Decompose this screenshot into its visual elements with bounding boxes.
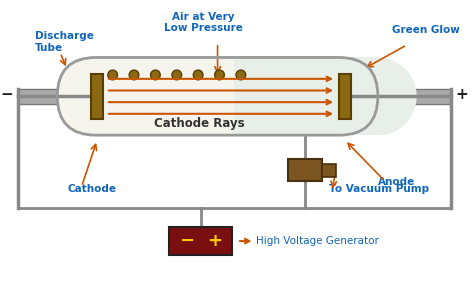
Circle shape xyxy=(172,70,182,80)
Text: Anode: Anode xyxy=(378,177,415,187)
Text: +: + xyxy=(207,232,222,250)
Circle shape xyxy=(215,70,224,80)
Circle shape xyxy=(236,70,246,80)
Text: Cathode Rays: Cathode Rays xyxy=(155,117,245,130)
Text: −: − xyxy=(1,87,14,102)
Circle shape xyxy=(193,70,203,80)
Circle shape xyxy=(129,70,139,80)
Text: Discharge
Tube: Discharge Tube xyxy=(35,31,94,53)
FancyBboxPatch shape xyxy=(57,58,378,135)
Circle shape xyxy=(151,70,160,80)
Bar xyxy=(322,164,336,177)
Wedge shape xyxy=(378,58,417,135)
Bar xyxy=(91,74,103,119)
Text: −: − xyxy=(179,232,194,250)
Bar xyxy=(339,74,351,119)
Bar xyxy=(169,228,232,255)
Text: To Vacuum Pump: To Vacuum Pump xyxy=(329,184,429,194)
Text: High Voltage Generator: High Voltage Generator xyxy=(256,236,379,246)
Text: Cathode: Cathode xyxy=(67,184,116,194)
Bar xyxy=(288,159,322,181)
Text: +: + xyxy=(456,87,468,102)
Bar xyxy=(18,89,451,103)
Text: Green Glow: Green Glow xyxy=(392,25,460,36)
Bar xyxy=(234,58,378,135)
Text: Air at Very
Low Pressure: Air at Very Low Pressure xyxy=(164,12,242,33)
Circle shape xyxy=(108,70,118,80)
